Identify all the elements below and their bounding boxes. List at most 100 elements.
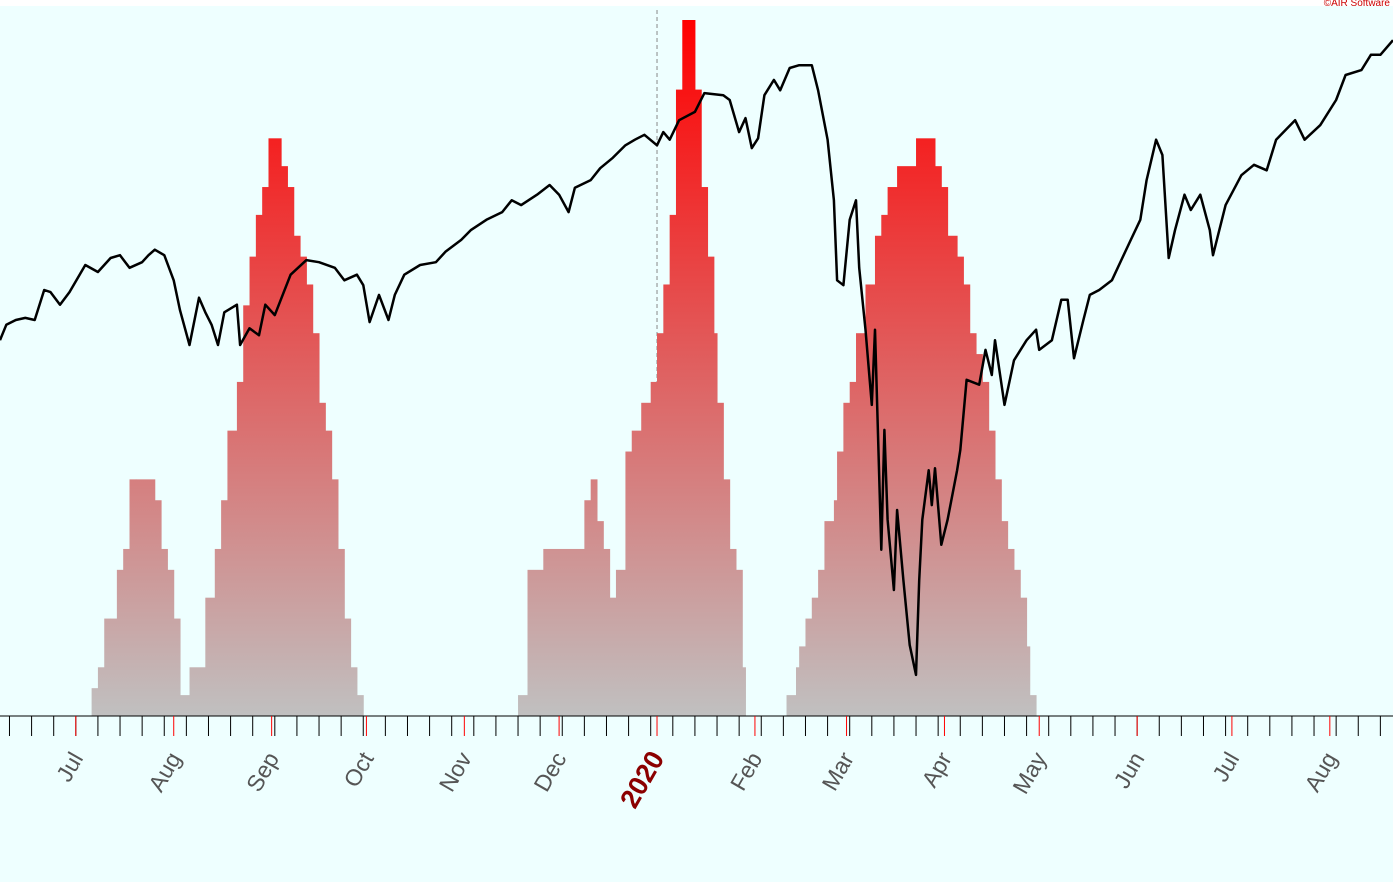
bar <box>135 479 156 716</box>
bar <box>849 381 857 716</box>
bar <box>988 430 996 716</box>
bar <box>650 381 658 716</box>
bar <box>214 548 222 716</box>
bar <box>963 284 971 716</box>
bar <box>824 521 835 716</box>
bar <box>969 333 977 716</box>
bar <box>843 402 851 716</box>
bar <box>916 138 936 716</box>
bar <box>268 138 282 716</box>
bar <box>1029 695 1037 716</box>
bar <box>154 500 162 716</box>
bar <box>312 333 320 716</box>
bar <box>786 695 797 716</box>
bar <box>597 521 604 716</box>
bar <box>982 381 990 716</box>
bar <box>337 548 345 716</box>
bar <box>161 548 168 716</box>
bar <box>205 597 216 716</box>
bar <box>1020 597 1028 716</box>
bar <box>300 256 307 716</box>
bar <box>236 381 244 716</box>
bar <box>281 166 288 716</box>
bar <box>249 256 257 716</box>
bar <box>173 618 181 716</box>
bar <box>818 569 825 716</box>
bar <box>811 597 819 716</box>
bar <box>543 548 585 716</box>
bar <box>682 20 696 716</box>
bar <box>641 402 652 716</box>
bar <box>657 333 664 716</box>
bar <box>1013 569 1021 716</box>
bar <box>1026 646 1031 716</box>
bar <box>947 235 958 716</box>
bar <box>180 695 191 716</box>
bar <box>742 667 746 716</box>
bar <box>189 667 206 716</box>
bar <box>123 548 131 716</box>
bar <box>941 187 949 717</box>
bar <box>713 333 718 716</box>
bar <box>663 284 671 716</box>
bar <box>243 305 251 716</box>
bar <box>603 548 611 716</box>
bar <box>227 430 238 716</box>
bar <box>287 187 295 717</box>
bar <box>897 166 917 716</box>
bar <box>833 500 838 716</box>
bar <box>116 569 124 716</box>
bar <box>976 354 983 716</box>
bar <box>221 500 228 716</box>
credit: ©AIR Software <box>1324 0 1391 9</box>
bar <box>669 214 677 716</box>
bar <box>887 187 898 717</box>
bar <box>1007 548 1015 716</box>
bar <box>799 646 806 716</box>
bar <box>104 618 112 716</box>
bar <box>717 402 724 716</box>
bar <box>590 479 598 716</box>
bar <box>350 667 358 716</box>
bar <box>110 618 118 716</box>
bar <box>167 569 175 716</box>
bar <box>293 235 301 716</box>
bar <box>91 688 99 716</box>
bar <box>934 166 942 716</box>
bar <box>631 430 642 716</box>
bar <box>856 333 866 716</box>
bar <box>675 89 683 717</box>
line <box>0 39 1393 677</box>
bar <box>805 618 813 716</box>
bar <box>356 695 364 716</box>
bar <box>837 451 844 716</box>
bar <box>518 695 529 716</box>
bar <box>729 548 737 716</box>
bar <box>957 256 964 716</box>
bar <box>319 402 326 716</box>
bar <box>723 479 731 716</box>
bar <box>262 187 269 717</box>
bar <box>995 479 1002 716</box>
bar <box>694 89 702 717</box>
bar <box>527 569 544 716</box>
bar <box>97 667 105 716</box>
bar <box>306 284 314 716</box>
bar <box>796 667 800 716</box>
bar <box>1001 521 1009 716</box>
bar <box>344 618 352 716</box>
bar <box>584 500 592 716</box>
bar <box>707 256 715 716</box>
bar <box>255 214 263 716</box>
bar <box>325 430 333 716</box>
bar <box>331 479 339 716</box>
bar <box>701 187 709 717</box>
bar <box>625 451 633 716</box>
bar <box>129 479 137 716</box>
bar <box>735 569 743 716</box>
bar <box>615 569 626 716</box>
bar <box>609 597 617 716</box>
bar <box>865 284 876 716</box>
